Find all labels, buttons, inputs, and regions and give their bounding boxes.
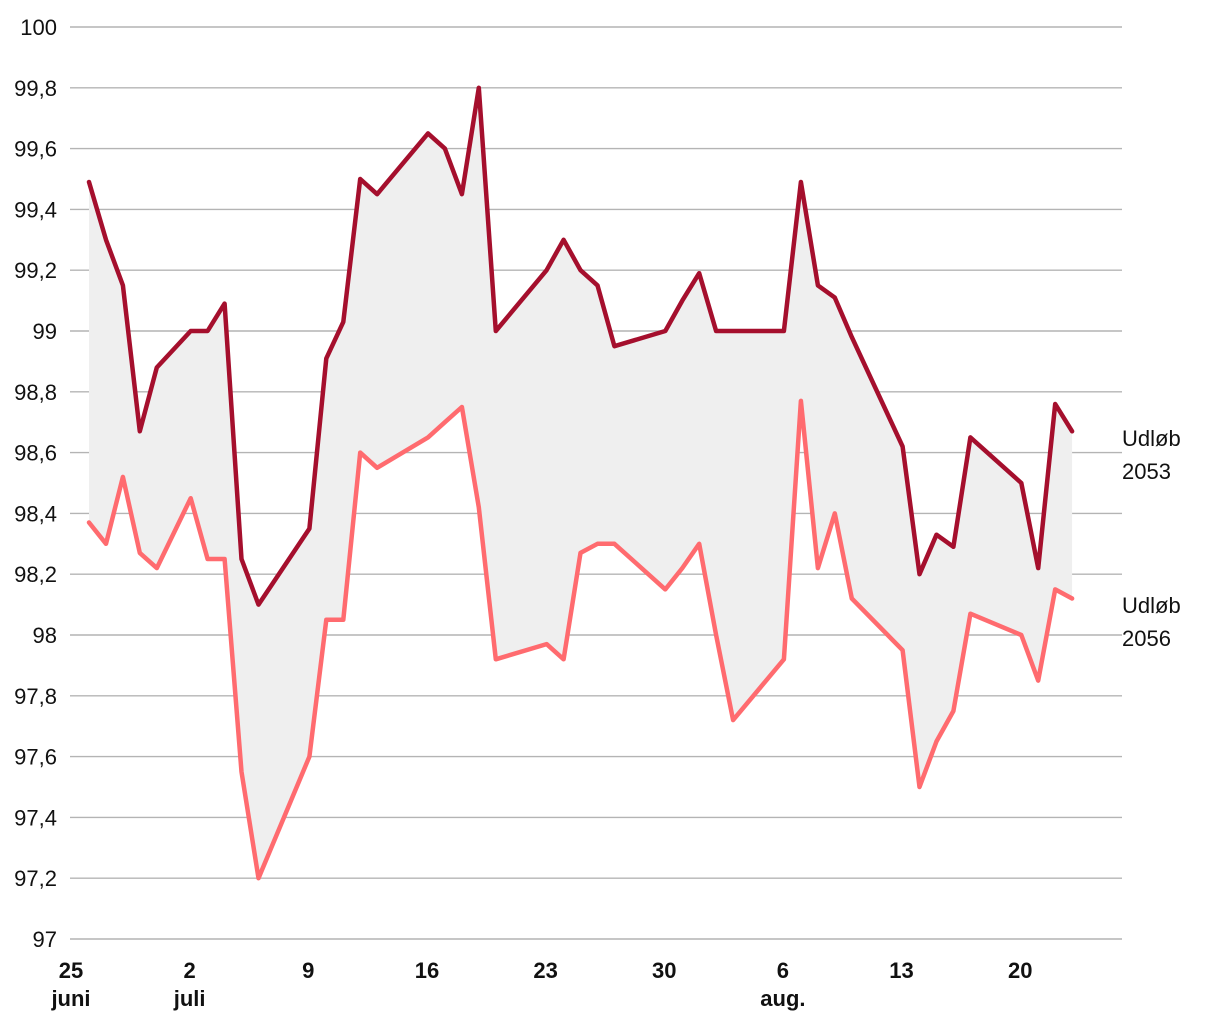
- x-tick-sublabel: aug.: [760, 986, 805, 1011]
- series-label: 2056: [1122, 626, 1171, 651]
- series-labels: Udløb 2053 Udløb 2056: [1122, 426, 1181, 651]
- y-axis: 100 99,8 99,6 99,4 99,2 99 98,8 98,6 98,4 98,2 98 9…: [14, 15, 57, 952]
- x-tick-label: 13: [889, 958, 913, 983]
- spread-band: [89, 87, 1073, 879]
- y-tick-label: 100: [20, 15, 57, 40]
- series-line: [86, 398, 1075, 881]
- x-tick-sublabel: juli: [173, 986, 206, 1011]
- y-tick-label: 99,6: [14, 137, 57, 162]
- y-tick-label: 98,2: [14, 562, 57, 587]
- y-tick-label: 98,4: [14, 501, 57, 526]
- y-tick-label: 99: [33, 319, 57, 344]
- y-tick-label: 97,2: [14, 866, 57, 891]
- x-tick-label: 9: [302, 958, 314, 983]
- series-label: Udløb: [1122, 593, 1181, 618]
- y-tick-label: 97,8: [14, 684, 57, 709]
- series-label: 2053: [1122, 459, 1171, 484]
- y-tick-label: 97,6: [14, 745, 57, 770]
- x-tick-sublabel: juni: [50, 986, 90, 1011]
- x-tick-label: 25: [59, 958, 83, 983]
- y-tick-label: 98: [33, 623, 57, 648]
- x-tick-label: 23: [533, 958, 557, 983]
- y-tick-label: 98,8: [14, 380, 57, 405]
- x-tick-label: 16: [415, 958, 439, 983]
- x-axis: 25 juni 2 juli 9 16 23 30 6 aug. 13 20: [50, 958, 1032, 1011]
- y-tick-label: 97,4: [14, 805, 57, 830]
- y-tick-label: 97: [33, 927, 57, 952]
- series-line: [86, 85, 1075, 607]
- spread-fill: [89, 87, 1073, 879]
- series-label: Udløb: [1122, 426, 1181, 451]
- x-tick-label: 6: [777, 958, 789, 983]
- series-lines: [86, 85, 1075, 881]
- x-tick-label: 2: [184, 958, 196, 983]
- y-tick-label: 99,8: [14, 76, 57, 101]
- y-tick-label: 99,4: [14, 197, 57, 222]
- y-tick-label: 98,6: [14, 441, 57, 466]
- x-tick-label: 20: [1008, 958, 1032, 983]
- y-tick-label: 99,2: [14, 258, 57, 283]
- x-tick-label: 30: [652, 958, 676, 983]
